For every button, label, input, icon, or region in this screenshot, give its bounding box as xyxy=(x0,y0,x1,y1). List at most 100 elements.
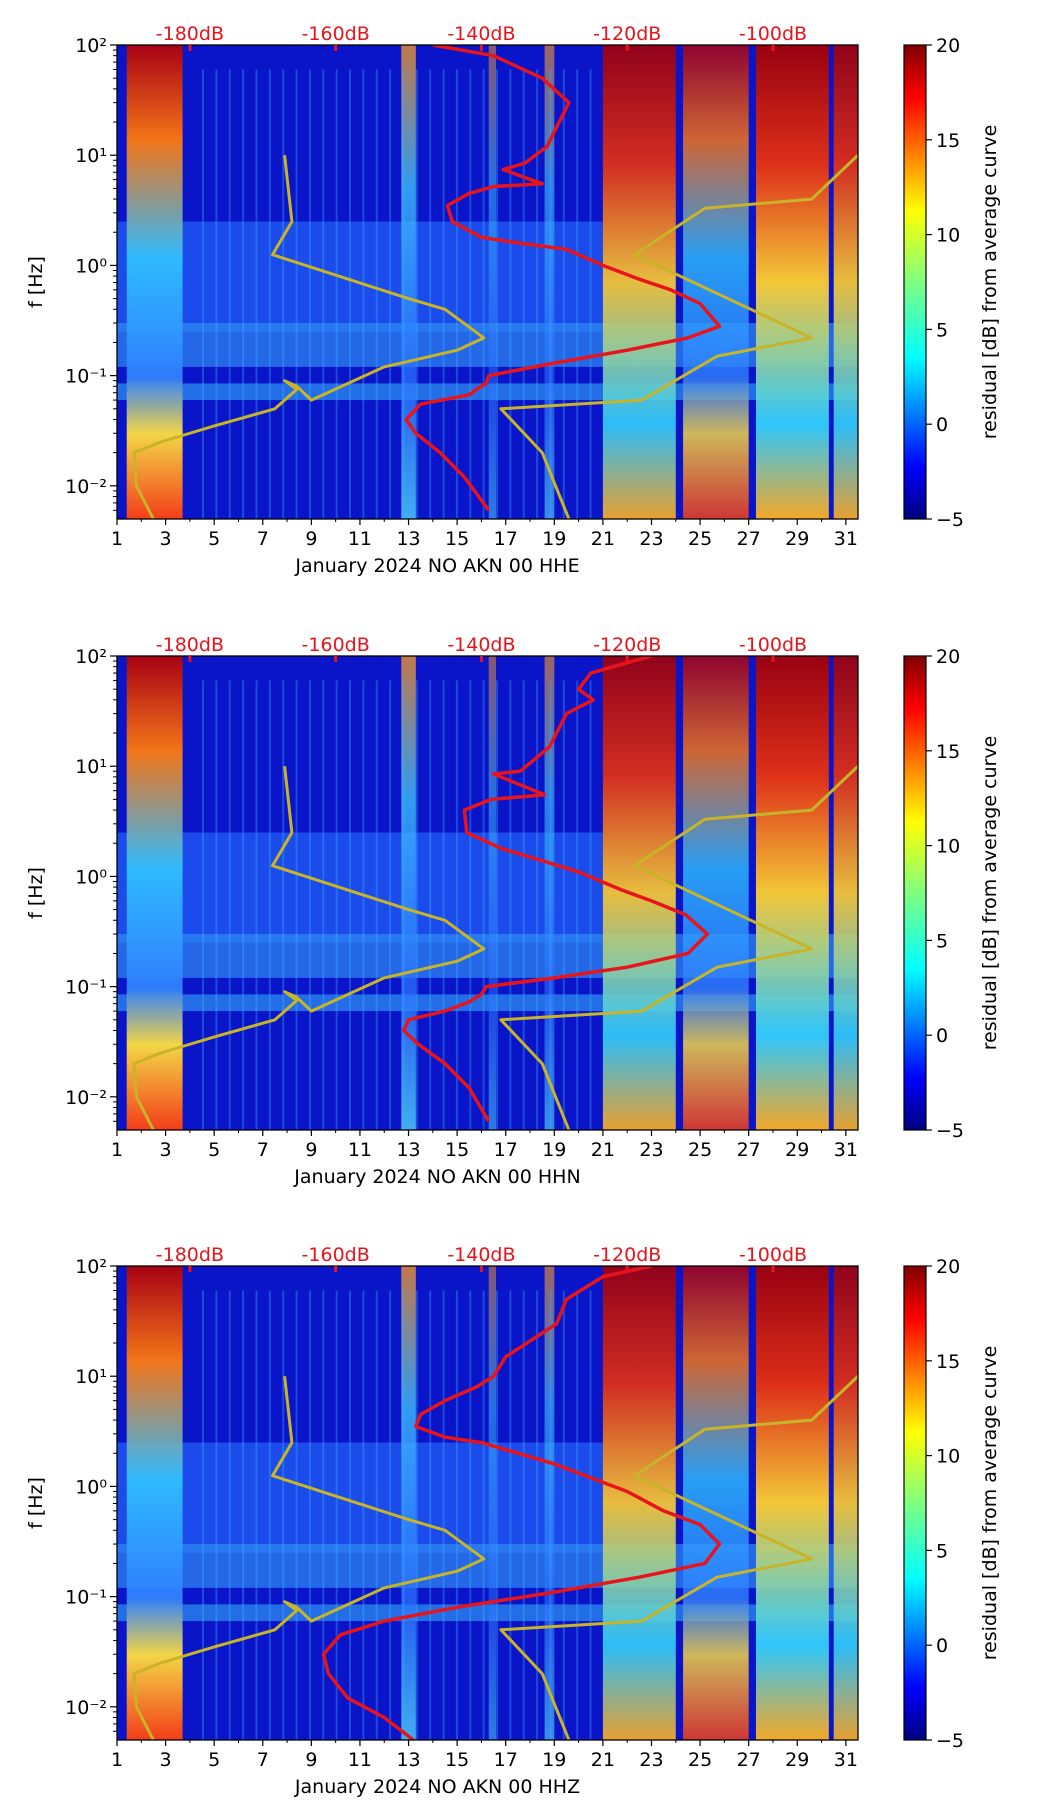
y-tick-label: 10⁻¹ xyxy=(65,1587,107,1609)
heatmap-texture xyxy=(215,680,218,1130)
heatmap-texture xyxy=(442,69,445,519)
x-tick-label: 27 xyxy=(737,1139,761,1161)
colorbar-tick-label: 10 xyxy=(936,1446,960,1468)
heatmap-texture xyxy=(126,1266,183,1740)
heatmap-texture xyxy=(308,69,311,519)
heatmap-texture xyxy=(602,656,676,1130)
heatmap-texture xyxy=(482,1290,485,1740)
x-tick-label: 19 xyxy=(542,1749,566,1771)
y-tick-label: 10¹ xyxy=(75,756,107,778)
colorbar xyxy=(903,1265,927,1741)
x-tick-label: 15 xyxy=(445,1749,469,1771)
x-tick-label: 7 xyxy=(257,528,269,550)
colorbar-tick-label: 0 xyxy=(936,1635,948,1657)
colorbar-tick-label: −5 xyxy=(936,509,964,531)
heatmap-texture xyxy=(335,1290,338,1740)
colorbar-tick-label: 5 xyxy=(936,319,948,341)
heatmap-texture xyxy=(375,680,378,1130)
heatmap-texture xyxy=(549,69,552,519)
heatmap-texture xyxy=(268,680,271,1130)
x-tick-label: 13 xyxy=(396,1749,420,1771)
heatmap-texture xyxy=(522,69,525,519)
x-tick-label: 21 xyxy=(591,1749,615,1771)
y-tick-label: 10⁰ xyxy=(75,255,107,277)
x-tick-label: 15 xyxy=(445,1139,469,1161)
heatmap-texture xyxy=(488,45,497,519)
y-tick-label: 10⁻¹ xyxy=(65,366,107,388)
x-tick-label: 9 xyxy=(305,1749,317,1771)
y-tick-label: 10² xyxy=(75,646,107,668)
heatmap-texture xyxy=(488,656,497,1130)
db-tick-label: -160dB xyxy=(302,634,370,656)
heatmap-texture xyxy=(602,45,676,519)
x-tick-label: 5 xyxy=(208,528,220,550)
colorbar-tick-label: 0 xyxy=(936,1025,948,1047)
heatmap-texture xyxy=(255,69,258,519)
colorbar-label: residual [dB] from average curve xyxy=(979,125,1001,440)
heatmap-texture xyxy=(544,656,555,1130)
heatmap-texture xyxy=(402,1290,405,1740)
x-tick-label: 21 xyxy=(591,1139,615,1161)
db-tick-label: -100dB xyxy=(739,634,807,656)
heatmap-texture xyxy=(295,680,298,1130)
x-tick-label: 1 xyxy=(111,528,123,550)
heatmap-texture xyxy=(282,69,285,519)
x-tick-label: 25 xyxy=(688,1139,712,1161)
heatmap-texture xyxy=(308,680,311,1130)
heatmap-texture xyxy=(522,1290,525,1740)
heatmap-texture xyxy=(349,1290,352,1740)
heatmap-texture xyxy=(349,680,352,1130)
x-axis-label: January 2024 NO AKN 00 HHE xyxy=(294,555,579,577)
heatmap-texture xyxy=(335,680,338,1130)
colorbar-label: residual [dB] from average curve xyxy=(979,736,1001,1051)
y-axis-label: f [Hz] xyxy=(25,1477,47,1529)
heatmap-texture xyxy=(536,1290,539,1740)
heatmap-texture xyxy=(562,680,565,1130)
heatmap-texture xyxy=(362,1290,365,1740)
y-tick-label: 10⁻² xyxy=(65,1087,107,1109)
y-tick-label: 10⁰ xyxy=(75,1476,107,1498)
noise-model-line xyxy=(132,155,486,519)
heatmap-texture xyxy=(833,1266,858,1740)
heatmap-texture xyxy=(482,680,485,1130)
db-tick-label: -120dB xyxy=(593,634,661,656)
x-tick-label: 13 xyxy=(396,1139,420,1161)
heatmap-texture xyxy=(401,1266,416,1740)
db-tick-label: -140dB xyxy=(447,23,515,45)
heatmap-texture xyxy=(549,680,552,1130)
heatmap-texture xyxy=(215,1290,218,1740)
heatmap-texture xyxy=(576,1290,579,1740)
y-tick-label: 10¹ xyxy=(75,145,107,167)
x-tick-label: 5 xyxy=(208,1749,220,1771)
average-curve-line xyxy=(321,1266,722,1740)
heatmap-texture xyxy=(335,69,338,519)
x-tick-label: 1 xyxy=(111,1749,123,1771)
colorbar-tick-label: 0 xyxy=(936,414,948,436)
x-tick-label: 3 xyxy=(160,528,172,550)
x-tick-label: 29 xyxy=(785,1749,809,1771)
x-tick-label: 3 xyxy=(160,1139,172,1161)
x-tick-label: 19 xyxy=(542,528,566,550)
x-tick-label: 3 xyxy=(160,1749,172,1771)
heatmap-texture xyxy=(442,680,445,1130)
x-tick-label: 15 xyxy=(445,528,469,550)
heatmap-texture xyxy=(469,69,472,519)
heatmap-texture xyxy=(429,680,432,1130)
heatmap-texture xyxy=(228,680,231,1130)
x-tick-label: 23 xyxy=(639,1139,663,1161)
y-axis-label: f [Hz] xyxy=(25,867,47,919)
x-tick-label: 13 xyxy=(396,528,420,550)
heatmap-texture xyxy=(562,1290,565,1740)
db-tick-label: -100dB xyxy=(739,1244,807,1266)
heatmap-texture xyxy=(282,1290,285,1740)
heatmap-texture xyxy=(215,69,218,519)
heatmap-texture xyxy=(322,680,325,1130)
heatmap-area xyxy=(117,1266,858,1740)
heatmap-texture xyxy=(415,69,418,519)
x-tick-label: 23 xyxy=(639,1749,663,1771)
heatmap-texture xyxy=(589,1290,592,1740)
heatmap-texture xyxy=(562,69,565,519)
heatmap-texture xyxy=(469,1290,472,1740)
heatmap-texture xyxy=(402,680,405,1130)
